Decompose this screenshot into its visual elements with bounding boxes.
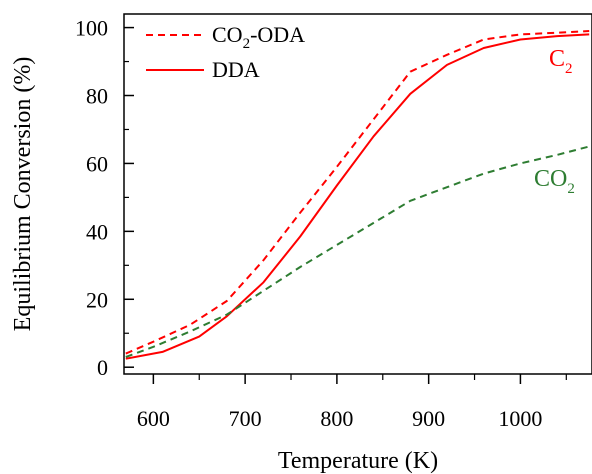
y-axis: 0 20 40 60 80 100 <box>75 16 134 380</box>
series-layer <box>125 30 590 360</box>
x-tick-label: 900 <box>412 406 445 431</box>
x-tick-label: 800 <box>320 406 353 431</box>
legend-label-co2-oda: CO2-ODA <box>212 22 305 52</box>
series-line-2 <box>125 145 590 358</box>
y-tick-label: 100 <box>75 16 108 41</box>
x-axis-title: Temperature (K) <box>278 448 438 474</box>
y-tick-label: 20 <box>86 287 108 312</box>
series-line-1 <box>125 33 590 360</box>
y-tick-label: 60 <box>86 151 108 176</box>
plot-frame <box>123 13 592 375</box>
x-tick-label: 1000 <box>498 406 542 431</box>
x-tick-label: 600 <box>137 406 170 431</box>
series-line-0 <box>125 30 590 355</box>
legend: CO2-ODA DDA <box>146 22 305 82</box>
x-axis: 600 700 800 900 1000 <box>137 374 567 431</box>
y-tick-label: 80 <box>86 84 108 109</box>
y-axis-title: Equilibrium Conversion (%) <box>10 57 36 332</box>
annotation-co2: CO2 <box>534 166 575 197</box>
y-tick-label: 40 <box>86 219 108 244</box>
annotation-c2: C2 <box>549 46 573 77</box>
x-tick-label: 700 <box>229 406 262 431</box>
y-tick-label: 0 <box>97 355 108 380</box>
legend-label-dda: DDA <box>212 57 260 82</box>
